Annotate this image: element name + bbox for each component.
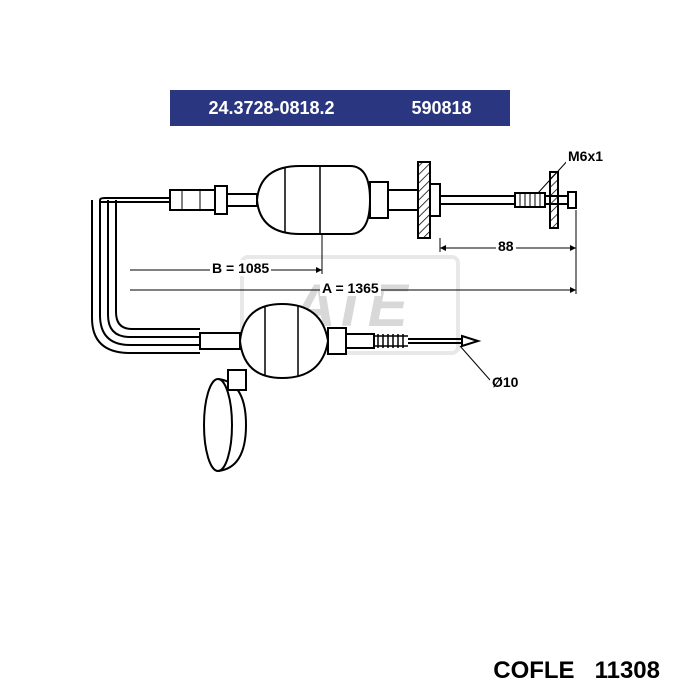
footer-brand: COFLE — [493, 657, 574, 684]
footer: COFLE 11308 — [493, 657, 660, 685]
dim-thread: M6x1 — [566, 148, 605, 164]
dim-A: A = 1365 — [320, 280, 381, 296]
dim-B: B = 1085 — [210, 260, 271, 276]
dim-dia: Ø10 — [490, 374, 520, 390]
footer-code: 11308 — [595, 657, 660, 684]
dim-88: 88 — [496, 238, 516, 254]
diagram-container: 24.3728-0818.2 590818 ATE — [70, 90, 630, 510]
cable-drawing — [70, 90, 630, 510]
